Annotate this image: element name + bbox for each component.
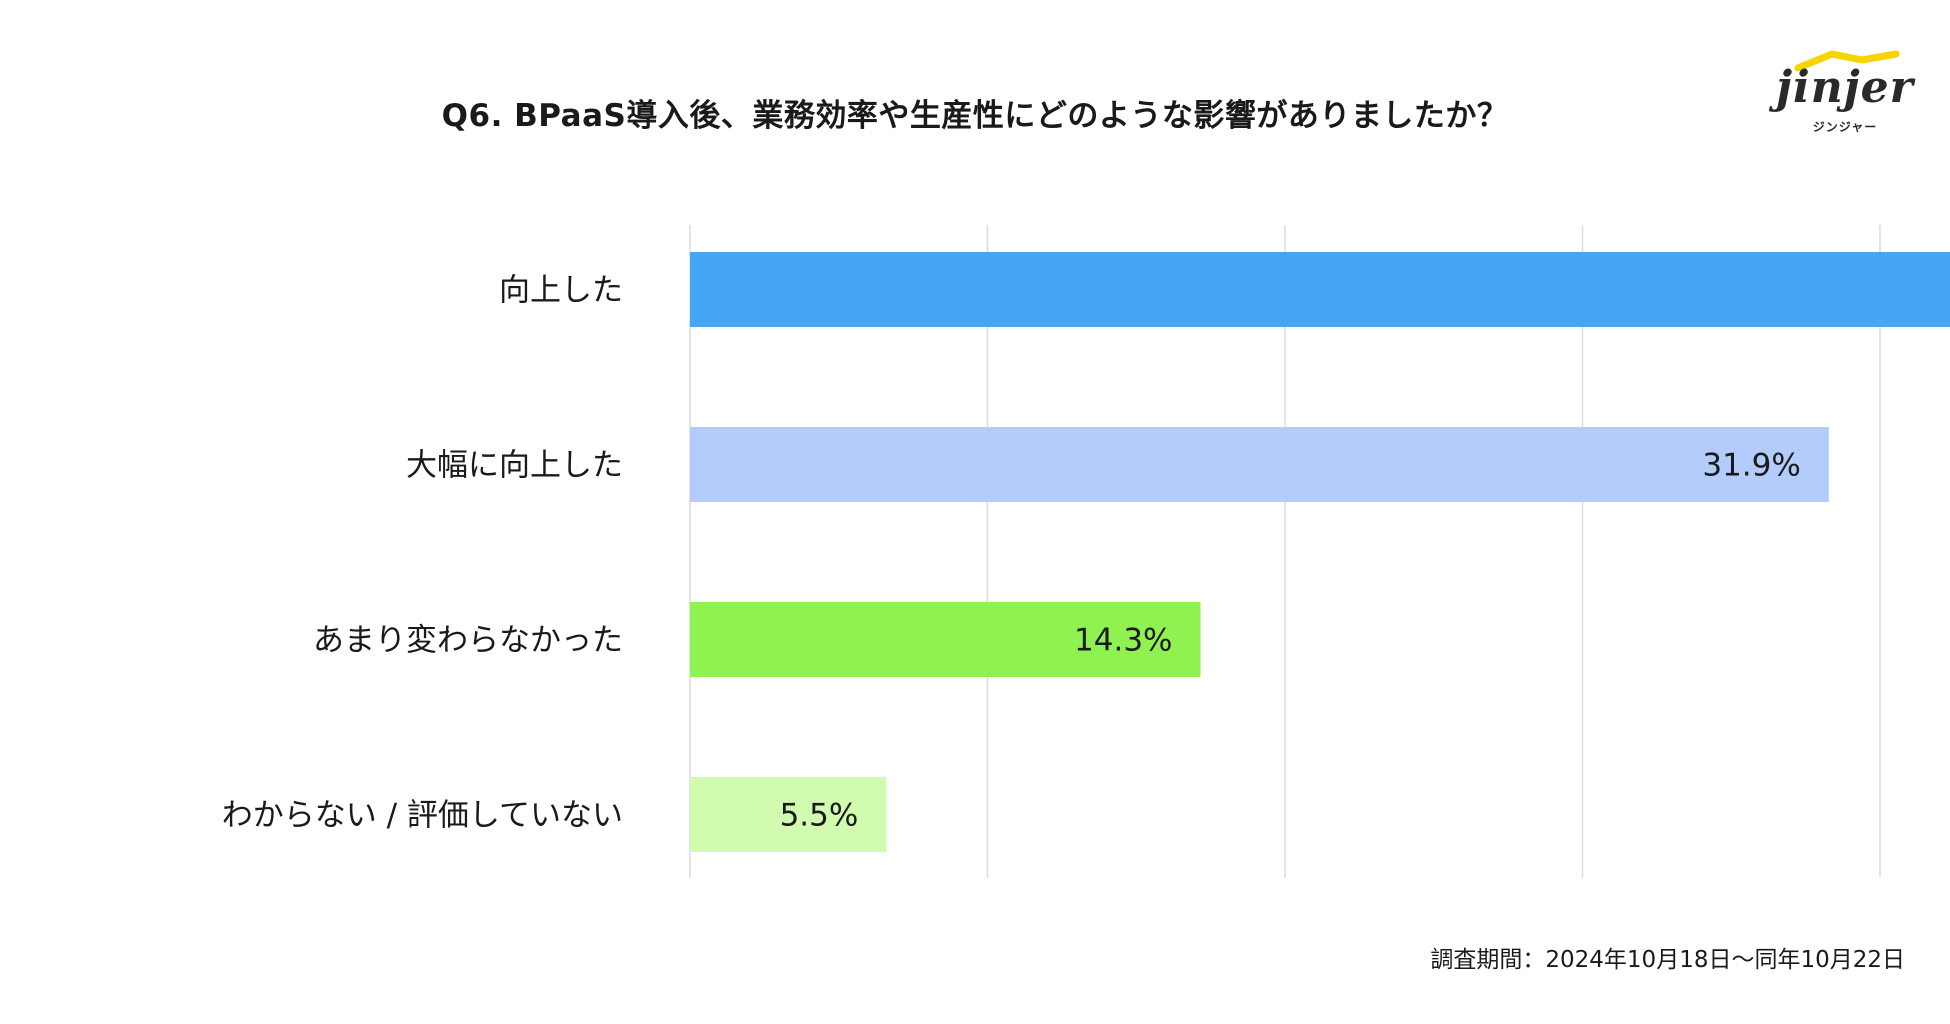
logo-wordmark: jinjer [1776, 62, 1914, 113]
labels: 向上した48.4%大幅に向上した31.9%あまり変わらなかった14.3%わからな… [222, 273, 1801, 834]
logo-subtitle: ジンジャー [1812, 120, 1878, 134]
value-label-4: 5.5% [780, 798, 859, 834]
category-label-3: あまり変わらなかった [313, 623, 623, 659]
category-label-1: 向上した [499, 273, 623, 309]
bar-1 [690, 252, 1950, 327]
bar-4 [690, 777, 887, 852]
logo-roof-icon [1794, 50, 1900, 72]
category-label-4: わからない / 評価していない [222, 798, 623, 834]
value-label-3: 14.3% [1074, 623, 1172, 659]
bar-3 [690, 602, 1201, 677]
survey-period-note: 調査期間：2024年10月18日〜同年10月22日 [1430, 947, 1905, 973]
jinjer-logo: jinjer ジンジャー [1770, 50, 1920, 140]
gridlines [689, 225, 1881, 878]
value-label-2: 31.9% [1702, 448, 1800, 484]
bars [690, 252, 1950, 852]
category-label-2: 大幅に向上した [406, 448, 623, 484]
bar-2 [690, 427, 1829, 502]
chart-title: Q6. BPaaS導入後、業務効率や生産性にどのような影響がありましたか？ [441, 98, 1509, 134]
